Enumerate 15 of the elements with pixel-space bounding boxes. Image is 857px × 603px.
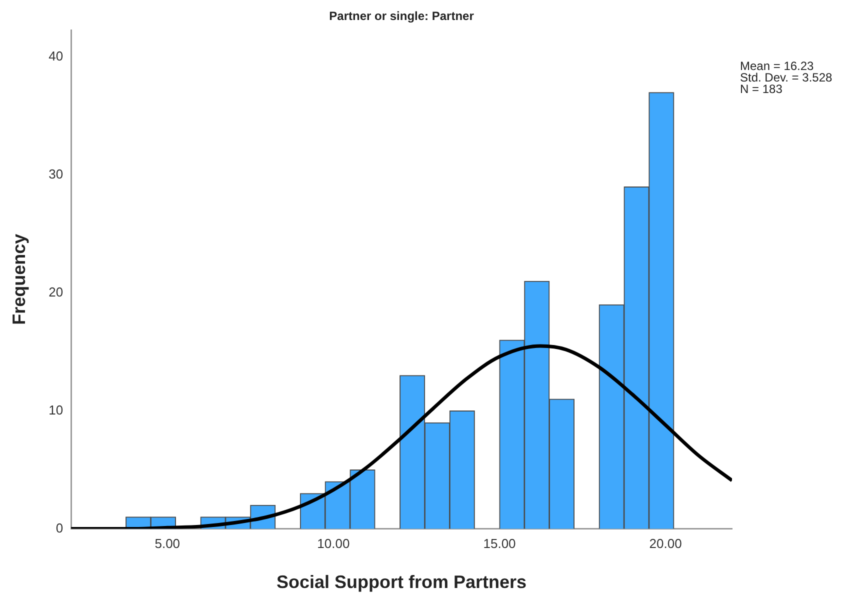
y-tick-label: 30: [48, 166, 64, 182]
text: N = 183: [740, 82, 783, 96]
x-tick-label: 5.00: [154, 536, 180, 552]
x-tick-label: 20.00: [649, 536, 682, 552]
y-tick-label: 40: [48, 48, 64, 64]
x-axis-title: Social Support from Partners: [276, 572, 527, 592]
chart-title: Partner or single: Partner: [329, 9, 474, 23]
y-tick-label: 20: [48, 284, 64, 300]
y-axis-title: Frequency: [8, 234, 29, 325]
text: Std. Dev. = 3.528: [740, 70, 832, 84]
x-tick-label: 10.00: [317, 536, 350, 552]
x-tick-label: 15.00: [483, 536, 516, 552]
text: Mean = 16.23: [740, 59, 814, 73]
y-tick-label: 0: [56, 520, 64, 536]
y-tick-label: 10: [48, 402, 64, 418]
